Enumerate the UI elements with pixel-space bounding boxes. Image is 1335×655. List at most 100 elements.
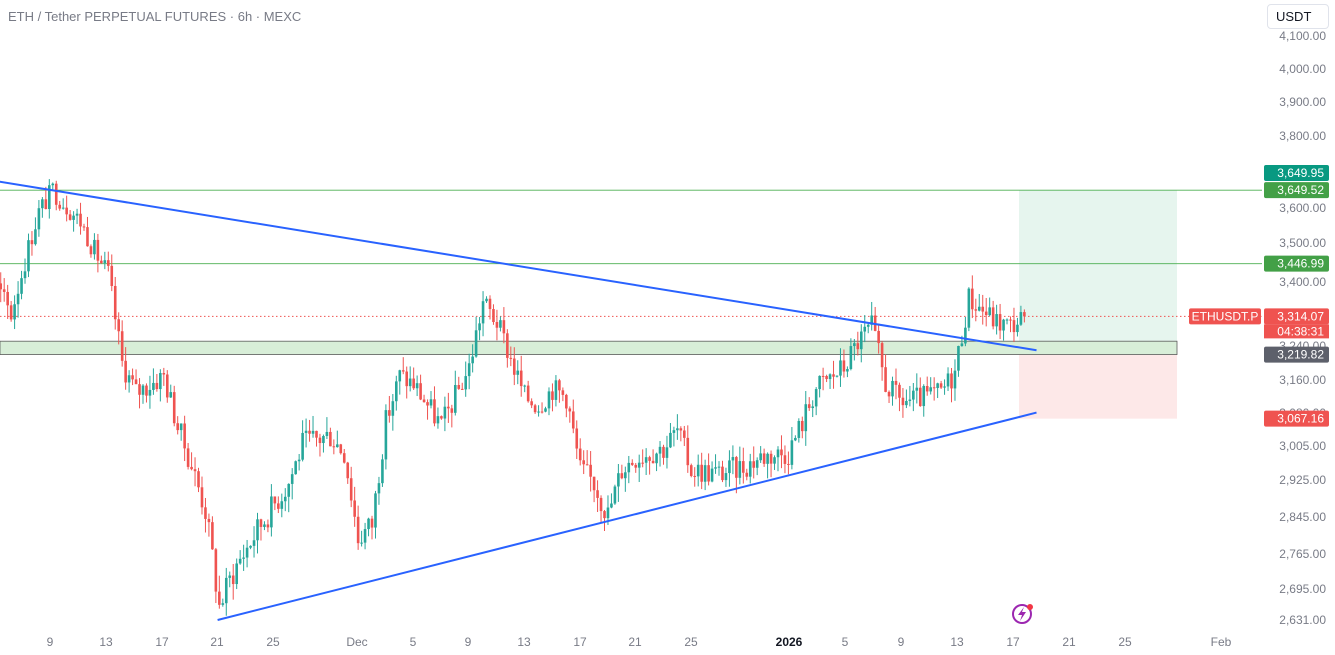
- candle: [460, 382, 464, 391]
- countdown-text: 04:38:31: [1277, 324, 1324, 338]
- price-label-badge[interactable]: 3,649.52: [1264, 182, 1329, 199]
- candle: [204, 497, 207, 533]
- candle: [863, 315, 867, 343]
- candle-body: [270, 496, 273, 528]
- candle-body: [172, 392, 176, 424]
- candle: [925, 376, 929, 396]
- candle: [75, 208, 79, 225]
- time-axis[interactable]: 9 13 17 21 25 Dec 5 9 13 17 21 25 2026 5 9 13 17 21 25 Feb: [47, 635, 1232, 649]
- trendline-lower[interactable]: [217, 411, 1037, 621]
- candle-body: [624, 472, 627, 479]
- candle: [356, 505, 360, 550]
- time-tick-label: 17: [1006, 635, 1020, 649]
- lightning-icon-bolt: [1018, 607, 1026, 621]
- candle-body: [200, 487, 204, 508]
- candle: [936, 382, 939, 399]
- candle-body: [502, 320, 506, 334]
- candle-body: [530, 401, 533, 406]
- candle-body: [964, 327, 967, 344]
- candle-body: [499, 320, 502, 328]
- support-zone-rect[interactable]: [0, 340, 1178, 355]
- candle: [509, 346, 513, 367]
- candle: [72, 211, 75, 232]
- candle: [100, 255, 103, 264]
- candle: [405, 366, 409, 399]
- candle-body: [51, 183, 55, 186]
- target-zone-box[interactable]: [1019, 190, 1177, 355]
- price-label-badge[interactable]: 3,649.95: [1264, 165, 1329, 182]
- candle: [964, 316, 967, 347]
- candle-body: [551, 391, 554, 400]
- candle-body: [117, 319, 121, 332]
- candle-body: [984, 311, 988, 316]
- candle-body: [405, 371, 409, 387]
- symbol-badge-bg[interactable]: [1189, 308, 1261, 325]
- candle: [224, 567, 228, 616]
- candle: [627, 455, 631, 484]
- candle: [242, 544, 245, 571]
- candle-body: [971, 288, 974, 310]
- candle: [884, 354, 887, 393]
- candle-body: [603, 511, 606, 519]
- candle: [79, 202, 82, 235]
- candle-body: [183, 423, 186, 449]
- candle: [58, 200, 62, 211]
- candle: [880, 341, 884, 381]
- icons-layer[interactable]: [1012, 604, 1033, 624]
- price-axis[interactable]: 4,100.00 4,000.00 3,900.00 3,800.00 3,600.00…: [1189, 29, 1329, 627]
- stop-zone-box[interactable]: [1019, 354, 1177, 419]
- candle-body: [65, 207, 68, 215]
- candle-body: [790, 440, 794, 465]
- candle: [547, 387, 551, 416]
- candle: [436, 407, 440, 429]
- currency-button[interactable]: USDT: [1267, 4, 1329, 29]
- candle-body: [807, 404, 811, 409]
- candle: [48, 179, 51, 219]
- candle: [953, 359, 957, 401]
- price-tick-label: 3,160.00: [1279, 373, 1326, 387]
- candle: [849, 338, 853, 371]
- candle-body: [599, 497, 603, 512]
- candle: [950, 367, 953, 403]
- candle-body: [939, 383, 943, 388]
- candle: [103, 251, 107, 270]
- candle-body: [82, 226, 86, 228]
- lightning-icon[interactable]: [1012, 604, 1033, 624]
- price-label-badge[interactable]: 3,219.82: [1264, 346, 1329, 363]
- candle: [457, 376, 461, 390]
- candle-body: [342, 453, 346, 463]
- candle: [578, 438, 582, 466]
- candle: [912, 383, 915, 412]
- price-label-badge[interactable]: 3,446.99: [1264, 255, 1329, 272]
- candle: [318, 433, 322, 457]
- candle-body: [957, 345, 960, 371]
- candle: [238, 550, 242, 565]
- candle-body: [440, 416, 443, 419]
- candle: [710, 461, 714, 483]
- candle-body: [346, 462, 350, 479]
- candle: [797, 418, 801, 443]
- candle-body: [613, 486, 617, 504]
- candle-body: [6, 291, 9, 306]
- candle-body: [918, 387, 922, 407]
- candle-body: [325, 431, 329, 436]
- candle-body: [877, 330, 880, 344]
- candle: [138, 378, 141, 409]
- drawings-layer[interactable]: [0, 172, 1037, 621]
- candle-body: [717, 466, 721, 468]
- candle-body: [630, 462, 634, 465]
- trendline-upper[interactable]: [0, 172, 1037, 352]
- price-label-badge[interactable]: 3,067.16: [1264, 410, 1329, 427]
- candle: [679, 426, 683, 442]
- candle: [818, 375, 821, 398]
- candle-body: [450, 408, 454, 413]
- candle: [957, 345, 960, 377]
- candle: [485, 296, 488, 303]
- candle-body: [221, 603, 225, 605]
- candle-body: [75, 213, 79, 216]
- candle-body: [20, 278, 23, 294]
- price-badge-bg: [1264, 255, 1329, 272]
- candle-body: [214, 549, 218, 592]
